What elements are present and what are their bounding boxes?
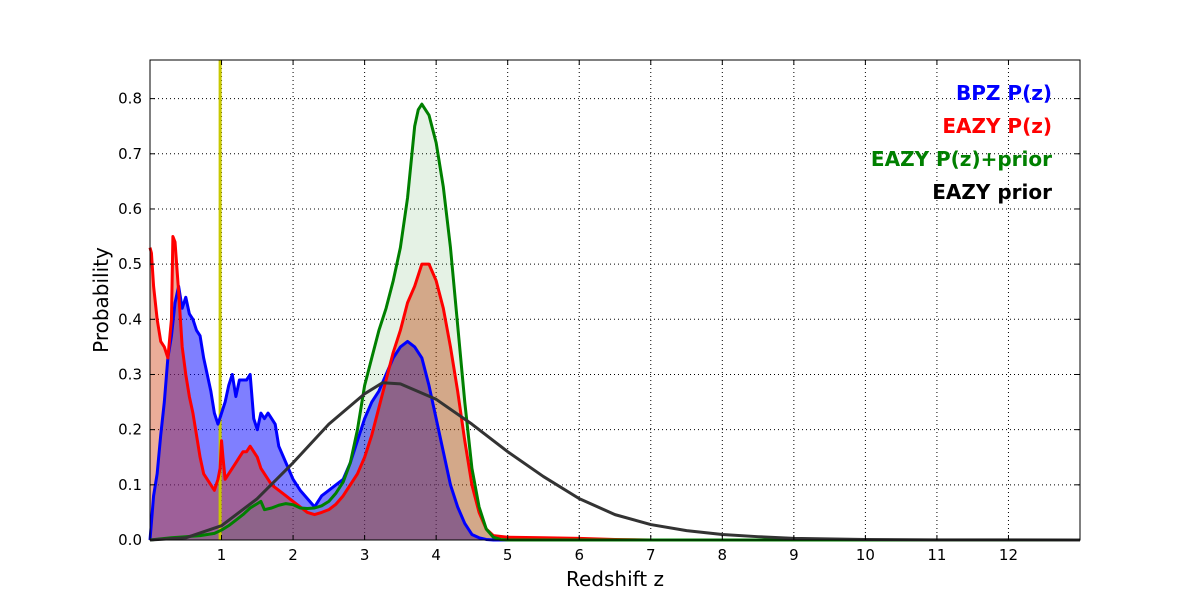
series-lines <box>148 102 1081 542</box>
line-eazy-p-z-prior <box>149 102 1080 542</box>
legend-entry: EAZY P(z) <box>942 114 1052 138</box>
x-tick-label: 4 <box>431 546 441 564</box>
x-tick-label: 8 <box>718 546 728 564</box>
x-tick-label: 2 <box>288 546 298 564</box>
x-axis-title: Redshift z <box>566 567 664 591</box>
y-tick-label: 0.1 <box>118 476 142 494</box>
x-tick-label: 11 <box>927 546 946 564</box>
x-tick-label: 7 <box>646 546 656 564</box>
y-axis-title: Probability <box>89 247 113 353</box>
y-axis: 0.0 0.1 0.2 0.3 0.4 0.5 0.6 0.7 0.8 <box>118 90 1080 549</box>
x-axis: 1 2 3 4 5 6 7 8 9 10 11 12 <box>217 60 1018 564</box>
plot-frame <box>149 59 1081 541</box>
area-eazy-p-z <box>150 236 1080 541</box>
x-tick-label: 6 <box>574 546 584 564</box>
y-tick-label: 0.5 <box>118 255 142 273</box>
y-tick-label: 0.7 <box>118 145 142 163</box>
x-tick-label: 1 <box>217 546 227 564</box>
x-tick-label: 9 <box>789 546 799 564</box>
y-tick-label: 0.4 <box>118 310 142 328</box>
series-areas <box>150 104 1080 541</box>
y-tick-label: 0.3 <box>118 365 142 383</box>
area-eazy-p-z-prior <box>150 104 1080 540</box>
x-tick-label: 5 <box>503 546 513 564</box>
legend-entry: BPZ P(z) <box>956 81 1052 105</box>
legend-entry: EAZY P(z)+prior <box>871 147 1052 171</box>
line-bpz-p-z <box>148 284 1080 542</box>
x-tick-label: 3 <box>360 546 370 564</box>
legend: BPZ P(z) EAZY P(z) EAZY P(z)+prior EAZY pri… <box>871 81 1052 204</box>
y-tick-label: 0.2 <box>118 421 142 439</box>
plot-background <box>150 60 1080 540</box>
grid <box>150 60 1080 540</box>
y-tick-label: 0.8 <box>118 90 142 108</box>
y-tick-label: 0.6 <box>118 200 142 218</box>
area-bpz-p-z <box>150 286 1080 540</box>
x-tick-label: 10 <box>856 546 875 564</box>
y-tick-label: 0.0 <box>118 531 142 549</box>
x-tick-label: 12 <box>999 546 1018 564</box>
line-eazy-prior <box>149 381 1081 542</box>
legend-entry: EAZY prior <box>932 180 1052 204</box>
